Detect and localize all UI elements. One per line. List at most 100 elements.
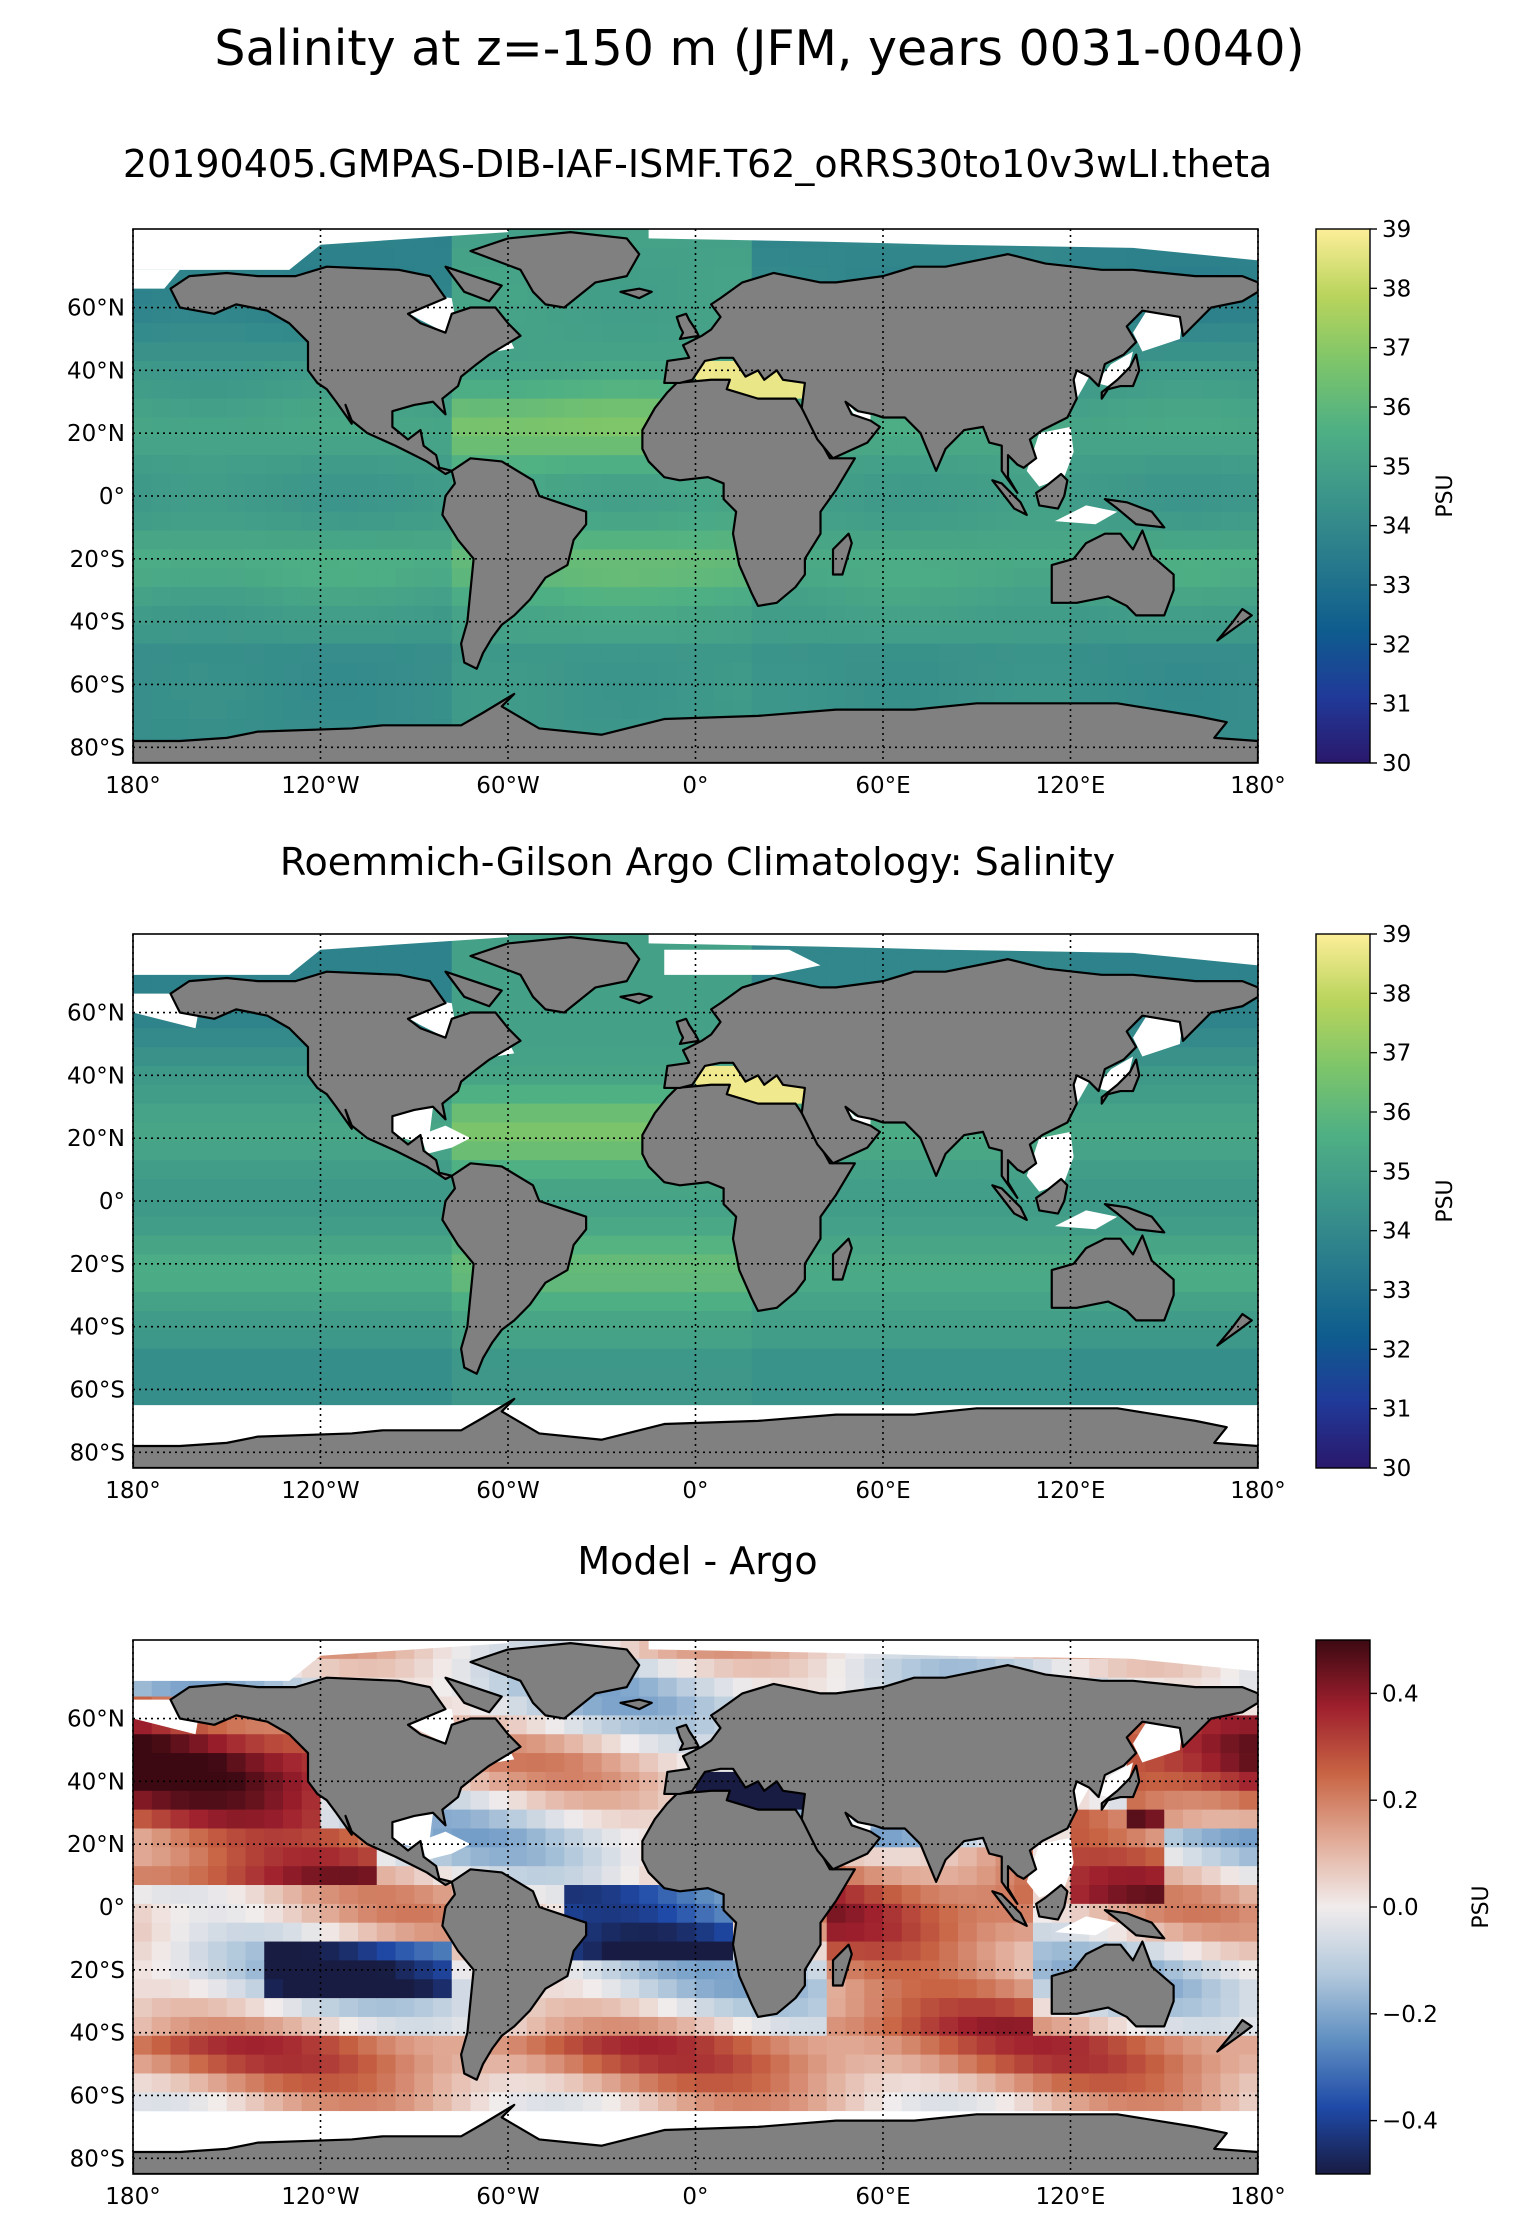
- panel1-title: 20190405.GMPAS-DIB-IAF-ISMF.T62_oRRS30to…: [122, 142, 1273, 186]
- x-tick-label-4: 60°E: [855, 773, 910, 799]
- colorbar-tick-label-5: 34: [1382, 1219, 1411, 1245]
- land-africa: [641, 1083, 856, 1313]
- colorbar-tick-label-5: 34: [1382, 514, 1411, 540]
- x-tick-label-3: 0°: [682, 773, 708, 799]
- nodata-arctic-fringe-a: [133, 934, 508, 975]
- x-tick-label-2: 60°W: [476, 1478, 540, 1504]
- y-tick-label-3: 0°: [99, 1189, 125, 1215]
- colorbar-tick-label-3: −0.2: [1382, 2002, 1438, 2028]
- land-new-guinea: [1103, 1203, 1166, 1234]
- y-tick-label-2: 20°N: [67, 1832, 125, 1858]
- nodata-persian-gulf: [845, 401, 871, 421]
- nodata-caribbean-gap: [420, 1831, 471, 1860]
- panel3-title: Model - Argo: [577, 1539, 818, 1583]
- land-sumatra: [991, 1184, 1028, 1221]
- nodata-okhotsk: [1133, 1718, 1183, 1763]
- nodata-okhotsk: [1133, 307, 1183, 352]
- x-tick-label-5: 120°E: [1036, 1478, 1106, 1504]
- land-iceland: [619, 992, 653, 1005]
- x-tick-label-6: 180°: [1230, 1478, 1285, 1504]
- x-tick-label-4: 60°E: [855, 1478, 910, 1504]
- land-uk: [675, 312, 700, 341]
- colorbar-tick-label-2: 37: [1382, 1041, 1411, 1067]
- colorbar-tick-label-4: −0.4: [1382, 2109, 1438, 2135]
- y-tick-label-1: 40°N: [67, 1063, 125, 1089]
- y-tick-label-1: 40°N: [67, 358, 125, 384]
- map-field-1: [133, 229, 1258, 763]
- x-tick-label-3: 0°: [682, 2184, 708, 2210]
- land-greenland: [469, 936, 641, 1014]
- nodata-indonesian-seas: [1054, 1916, 1118, 1936]
- colorbar-tick-label-0: 39: [1382, 922, 1411, 948]
- nodata-indonesian-seas: [1054, 505, 1118, 525]
- colorbar-tick-label-1: 0.2: [1382, 1788, 1419, 1814]
- colorbar-tick-label-2: 37: [1382, 336, 1411, 362]
- land-uk: [675, 1017, 700, 1046]
- x-tick-label-3: 0°: [682, 1478, 708, 1504]
- land-baffin: [444, 970, 503, 1008]
- nodata-bering-fringe: [133, 269, 180, 289]
- map-field-2: [133, 934, 1258, 1468]
- y-tick-label-6: 60°S: [70, 1377, 125, 1403]
- nodata-arctic-fringe-a: [133, 229, 508, 270]
- land-eurasia: [663, 1664, 1258, 1905]
- nodata-arctic-fringe-a: [133, 1640, 508, 1681]
- colorbar-tick-label-1: 38: [1382, 981, 1411, 1007]
- colorbar-tick-label-9: 30: [1382, 751, 1411, 777]
- land-sumatra: [991, 1890, 1028, 1927]
- colorbar-tick-label-2: 0.0: [1382, 1895, 1419, 1921]
- land-new-guinea: [1103, 498, 1166, 529]
- y-tick-label-3: 0°: [99, 1895, 125, 1921]
- land-iceland: [619, 1698, 653, 1711]
- figure-suptitle: Salinity at z=-150 m (JFM, years 0031-00…: [214, 20, 1305, 77]
- land-greenland: [469, 231, 641, 309]
- y-tick-label-2: 20°N: [67, 421, 125, 447]
- axes-frame-1: [132, 228, 1259, 764]
- colorbar-tick-label-6: 33: [1382, 573, 1411, 599]
- y-tick-label-5: 40°S: [70, 1315, 125, 1341]
- colorbar-gradient-3: [1315, 1639, 1371, 2175]
- y-tick-label-2: 20°N: [67, 1126, 125, 1152]
- panel2-title: Roemmich-Gilson Argo Climatology: Salini…: [279, 840, 1116, 884]
- map-field-3: [133, 1640, 1258, 2174]
- land-japan: [1100, 1058, 1141, 1105]
- nodata-arctic-fringe-b: [648, 934, 1258, 966]
- colorbar-label-1: PSU: [1433, 474, 1458, 517]
- nodata-persian-gulf: [845, 1106, 871, 1126]
- x-tick-label-5: 120°E: [1036, 2184, 1106, 2210]
- land-north-america: [169, 970, 522, 1181]
- land-uk: [675, 1723, 700, 1752]
- nodata-arctic-fringe-b: [648, 229, 1258, 261]
- land-madagascar: [831, 1237, 853, 1281]
- land-new-guinea: [1103, 1909, 1166, 1940]
- x-tick-label-1: 120°W: [281, 773, 359, 799]
- land-madagascar: [831, 1943, 853, 1987]
- nodata-south-china-sea: [1026, 1131, 1074, 1192]
- land-australia: [1050, 1234, 1175, 1322]
- land-south-america: [441, 457, 588, 670]
- land-new-zealand: [1216, 2018, 1253, 2053]
- y-tick-label-1: 40°N: [67, 1769, 125, 1795]
- x-tick-label-5: 120°E: [1036, 773, 1106, 799]
- colorbar-tick-label-0: 0.4: [1382, 1681, 1419, 1707]
- colorbar-label-2: PSU: [1433, 1179, 1458, 1222]
- land-australia: [1050, 529, 1175, 617]
- nodata-caribbean-gap: [420, 1125, 471, 1154]
- nodata-nordic-fringe: [664, 949, 821, 975]
- colorbar-tick-label-4: 35: [1382, 1159, 1411, 1185]
- colorbar-tick-label-8: 31: [1382, 692, 1411, 718]
- x-tick-label-4: 60°E: [855, 2184, 910, 2210]
- y-tick-label-0: 60°N: [67, 296, 125, 322]
- land-north-america: [169, 1676, 522, 1887]
- land-south-america: [441, 1868, 588, 2081]
- nodata-persian-gulf: [845, 1812, 871, 1832]
- y-tick-label-6: 60°S: [70, 2083, 125, 2109]
- nodata-okhotsk: [1133, 1012, 1183, 1057]
- land-sumatra: [991, 479, 1028, 516]
- colorbar-label-3: PSU: [1469, 1885, 1494, 1928]
- y-tick-label-0: 60°N: [67, 1707, 125, 1733]
- colorbar-tick-label-8: 31: [1382, 1397, 1411, 1423]
- colorbar-2: 39 38 37 36 35 34 33 32 31 30 PSU: [1315, 922, 1458, 1482]
- land-africa: [641, 1789, 856, 2019]
- colorbar-tick-label-0: 39: [1382, 217, 1411, 243]
